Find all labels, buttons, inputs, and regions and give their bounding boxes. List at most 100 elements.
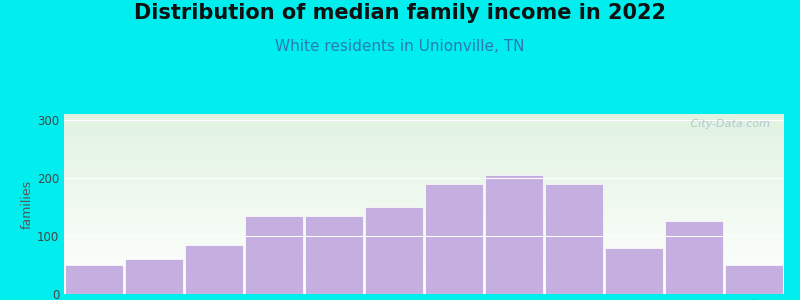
Bar <box>64 224 784 225</box>
Bar <box>64 259 784 260</box>
Bar <box>64 228 784 229</box>
Bar <box>64 188 784 189</box>
Bar <box>65 265 123 294</box>
Bar <box>64 229 784 230</box>
Bar <box>64 217 784 218</box>
Bar <box>64 148 784 149</box>
Bar <box>64 116 784 117</box>
Bar <box>64 167 784 168</box>
Bar <box>64 292 784 293</box>
Bar <box>64 232 784 233</box>
Bar <box>64 235 784 236</box>
Bar <box>64 144 784 145</box>
Text: Distribution of median family income in 2022: Distribution of median family income in … <box>134 3 666 23</box>
Bar <box>64 142 784 143</box>
Bar <box>64 208 784 209</box>
Bar <box>64 272 784 273</box>
Bar <box>64 198 784 199</box>
Bar <box>64 282 784 283</box>
Bar <box>64 202 784 203</box>
Bar <box>64 182 784 183</box>
Bar <box>64 178 784 179</box>
Bar <box>64 206 784 207</box>
Bar <box>64 227 784 228</box>
Bar <box>64 241 784 242</box>
Bar <box>64 189 784 190</box>
Bar <box>64 234 784 235</box>
Bar <box>64 239 784 240</box>
Bar <box>64 245 784 246</box>
Text: City-Data.com: City-Data.com <box>680 119 770 129</box>
Bar <box>64 150 784 151</box>
Bar <box>64 201 784 202</box>
Bar <box>64 267 784 268</box>
Bar <box>64 275 784 276</box>
Bar <box>64 187 784 188</box>
Bar <box>64 291 784 292</box>
Bar <box>64 134 784 135</box>
Text: White residents in Unionville, TN: White residents in Unionville, TN <box>275 39 525 54</box>
Bar <box>64 253 784 254</box>
Bar <box>64 274 784 275</box>
Bar <box>64 145 784 146</box>
Bar <box>64 209 784 210</box>
Bar <box>64 126 784 127</box>
Bar <box>64 223 784 224</box>
Bar <box>64 136 784 137</box>
Bar <box>64 196 784 197</box>
Bar <box>64 179 784 180</box>
Bar <box>64 254 784 255</box>
Bar <box>64 169 784 170</box>
Bar <box>64 288 784 289</box>
Bar <box>64 270 784 271</box>
Bar <box>64 190 784 191</box>
Bar <box>64 121 784 122</box>
Bar <box>64 210 784 211</box>
Bar <box>64 171 784 172</box>
Bar <box>64 199 784 200</box>
Bar <box>64 278 784 279</box>
Bar <box>64 287 784 288</box>
Bar <box>64 263 784 264</box>
Bar <box>64 261 784 262</box>
Bar <box>64 172 784 173</box>
Bar <box>64 127 784 128</box>
Bar <box>64 115 784 116</box>
Bar <box>64 220 784 221</box>
Bar <box>64 218 784 219</box>
Bar <box>64 246 784 247</box>
Bar <box>425 184 483 294</box>
Bar <box>64 268 784 269</box>
Bar <box>64 260 784 261</box>
Bar <box>64 191 784 192</box>
Bar <box>64 122 784 123</box>
Bar <box>64 160 784 161</box>
Bar <box>64 271 784 272</box>
Bar <box>64 230 784 231</box>
Bar <box>64 161 784 162</box>
Bar <box>64 193 784 194</box>
Bar <box>64 226 784 227</box>
Bar <box>64 157 784 158</box>
Bar <box>64 265 784 266</box>
Bar <box>605 248 663 294</box>
Bar <box>64 163 784 164</box>
Bar <box>64 249 784 250</box>
Bar <box>64 140 784 141</box>
Bar <box>64 133 784 134</box>
Bar <box>64 264 784 265</box>
Bar <box>64 159 784 160</box>
Bar <box>64 233 784 234</box>
Bar <box>64 158 784 159</box>
Bar <box>64 118 784 119</box>
Bar <box>64 231 784 232</box>
Bar <box>365 207 423 294</box>
Bar <box>64 203 784 204</box>
Bar <box>305 216 363 294</box>
Bar <box>64 255 784 256</box>
Bar <box>64 120 784 121</box>
Bar <box>64 248 784 249</box>
Bar <box>64 290 784 291</box>
Bar <box>64 176 784 177</box>
Bar <box>125 259 183 294</box>
